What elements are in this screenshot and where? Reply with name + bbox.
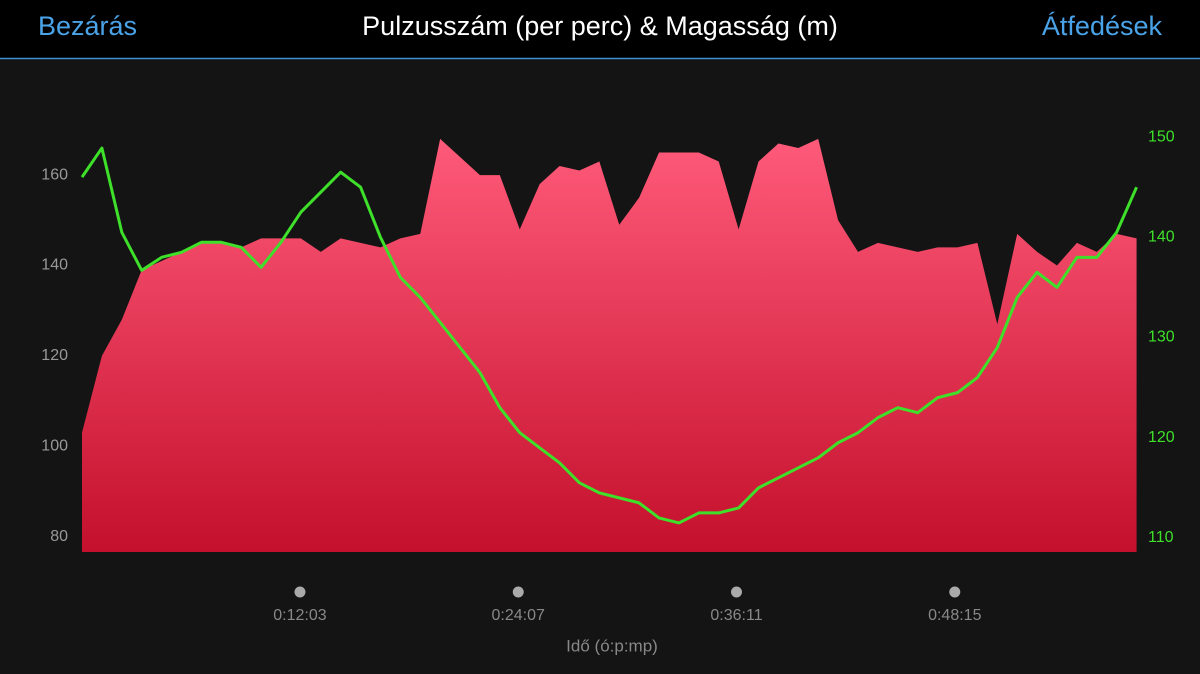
x-tick-dot (512, 586, 524, 598)
x-tick-dot (731, 586, 743, 598)
x-tick-label: 0:36:11 (710, 607, 762, 624)
overlays-button[interactable]: Átfedések (1042, 11, 1163, 41)
chart-title: Pulzusszám (per perc) & Magasság (m) (362, 11, 838, 41)
y2-tick-label: 120 (1148, 429, 1175, 446)
y-tick-label: 140 (41, 257, 68, 274)
x-tick-label: 0:48:15 (928, 607, 981, 624)
x-tick-dot (294, 586, 306, 598)
y-tick-label: 120 (41, 347, 68, 364)
header-bar (0, 0, 1200, 58)
elevation-line (80, 146, 1138, 525)
y2-tick-label: 130 (1148, 329, 1175, 346)
y2-tick-label: 150 (1148, 128, 1175, 145)
close-button[interactable]: Bezárás (38, 11, 137, 41)
y-tick-label: 100 (41, 437, 68, 454)
x-tick-label: 0:12:03 (273, 607, 326, 624)
heart-rate-area (82, 138, 1137, 553)
x-axis-label: Idő (ó:p:mp) (566, 636, 658, 655)
x-tick-label: 0:24:07 (492, 607, 545, 624)
y2-tick-label: 140 (1148, 229, 1175, 246)
y-tick-label: 160 (41, 166, 68, 183)
y-tick-label: 80 (50, 528, 68, 545)
y2-tick-label: 110 (1148, 529, 1174, 546)
x-tick-dot (949, 586, 961, 598)
